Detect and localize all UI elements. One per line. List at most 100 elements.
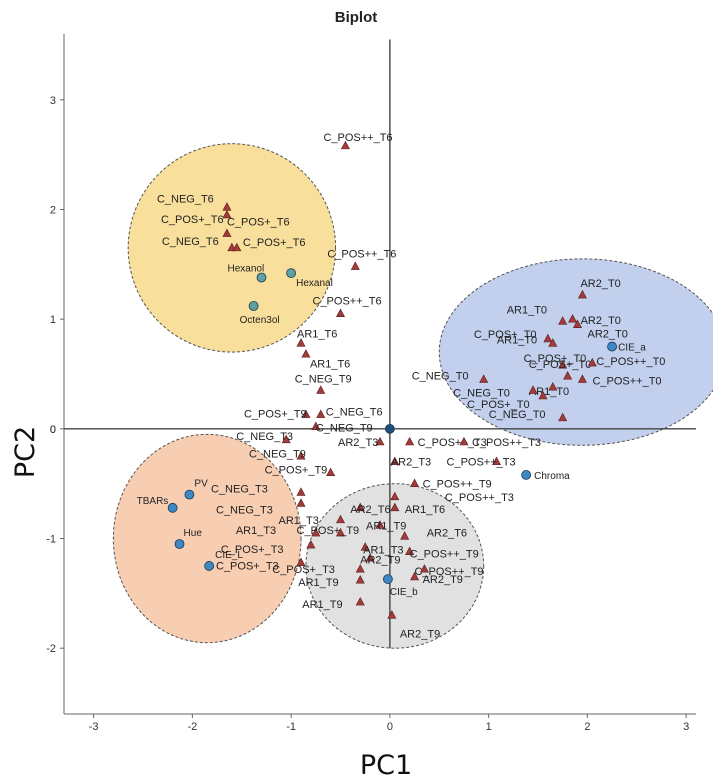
observation-marker (296, 498, 306, 507)
observation-marker (558, 360, 568, 369)
observation-marker (410, 478, 420, 487)
observation-label: C_NEG_T3 (216, 504, 273, 516)
observation-marker (340, 140, 350, 150)
variable-label: Hexanal (296, 278, 333, 289)
observation-label: C_POS++_T6 (327, 249, 396, 261)
variable-marker (607, 341, 617, 352)
observation-label: C_POS+_T3 (272, 564, 335, 576)
observation-label: AR2_T9 (360, 554, 400, 566)
observation-marker (281, 434, 291, 444)
y-tick-label: 1 (50, 314, 56, 326)
observation-marker (326, 467, 336, 477)
observation-label: C_NEG_T3 (236, 431, 293, 443)
observation-label: AR1_T0 (507, 304, 547, 316)
observation-marker (410, 571, 420, 581)
variable-label: Hue (184, 528, 203, 539)
observation-marker (577, 374, 587, 383)
observation-marker (296, 557, 306, 566)
observation-marker (375, 520, 385, 529)
observation-label: C_POS+_T9 (297, 525, 360, 537)
variable-label: CIE_a (618, 343, 646, 354)
observation-marker (336, 308, 345, 317)
x-tick-label: 2 (584, 721, 590, 733)
observation-marker (336, 527, 345, 537)
observation-label: C_NEG_T9 (295, 373, 352, 385)
observation-label: C_NEG_T0 (412, 370, 469, 382)
observation-marker (568, 314, 578, 323)
observation-marker (306, 539, 316, 549)
observation-label: C_POS+_T0 (474, 329, 537, 341)
y-tick-label: 0 (50, 424, 56, 436)
observation-marker (375, 436, 385, 446)
variable-marker (167, 502, 178, 513)
observation-label: C_POS+_T3 (216, 561, 279, 573)
observation-marker (548, 382, 558, 391)
observation-label: AR2_T0 (581, 315, 621, 327)
observation-label: AR1_T6 (297, 328, 337, 340)
observation-label: C_POS++_T9 (410, 549, 479, 561)
x-tick-label: -2 (187, 721, 197, 733)
observation-marker (459, 436, 469, 446)
observation-label: C_POS++_T3 (447, 457, 516, 469)
observation-marker (355, 564, 365, 573)
variable-label: Octen3ol (240, 315, 280, 326)
y-tick-label-origin: 0 (50, 424, 56, 436)
observation-marker (301, 409, 311, 418)
observation-marker (350, 261, 360, 270)
observation-label: C_NEG_T0 (489, 409, 546, 421)
observation-marker (577, 289, 587, 299)
observation-label: AR2_T9 (400, 628, 440, 640)
observation-label: C_POS++_T3 (472, 437, 541, 449)
observation-marker (538, 390, 548, 400)
observation-label: AR1_T9 (302, 599, 342, 611)
variable-marker (184, 489, 195, 500)
orange-zone (112, 433, 302, 644)
observation-label: C_POS++_T0 (592, 375, 661, 387)
y-tick-label: -2 (46, 643, 56, 655)
observation-label: AR2_T0 (588, 329, 628, 341)
observation-marker (355, 575, 365, 584)
chart-title: Biplot (335, 9, 378, 26)
observation-marker (390, 502, 400, 512)
observation-label: C_NEG_T0 (453, 387, 510, 399)
observation-marker (336, 514, 345, 524)
variable-marker (286, 268, 297, 278)
observation-marker (311, 421, 321, 430)
observation-marker (390, 456, 400, 466)
observation-marker (479, 374, 489, 383)
observation-marker (311, 527, 321, 537)
observation-marker (296, 338, 306, 347)
observation-marker (405, 546, 415, 555)
observation-marker (543, 333, 553, 343)
observation-label: C_POS+_T9 (244, 409, 307, 421)
observation-label: AR2_T6 (427, 527, 467, 539)
y-axis-title: PC2 (10, 426, 41, 478)
x-tick-label: 3 (683, 721, 689, 733)
observation-marker (360, 542, 370, 551)
observation-label: AR1_T3 (236, 525, 276, 537)
x-tick-label: -3 (89, 721, 99, 733)
observation-label: AR2_T3 (338, 437, 378, 449)
observation-label: C_POS+_T3 (221, 544, 284, 556)
observation-marker (296, 451, 306, 460)
variable-marker (174, 539, 185, 549)
observation-marker (222, 228, 232, 237)
zones-layer (112, 143, 713, 649)
observation-marker (419, 564, 429, 573)
y-tick-label: -1 (46, 534, 56, 546)
observation-label: C_POS+_T0 (529, 359, 592, 371)
variable-marker (256, 272, 267, 283)
observation-label: C_NEG_T9 (316, 423, 373, 435)
observation-label: C_NEG_T6 (162, 236, 219, 248)
observation-label: C_POS++_T3 (418, 437, 487, 449)
observation-label: AR1_T9 (366, 520, 406, 532)
x-tick-label: 1 (486, 721, 492, 733)
observation-label: AR1_T6 (310, 358, 350, 370)
variable-marker (521, 470, 532, 480)
variable-label: CIE_b (390, 587, 418, 598)
observation-label: C_NEG_T6 (326, 407, 383, 419)
variable-marker (384, 423, 395, 434)
observation-label: C_POS+_T0 (524, 353, 587, 365)
blue-zone (438, 258, 713, 446)
